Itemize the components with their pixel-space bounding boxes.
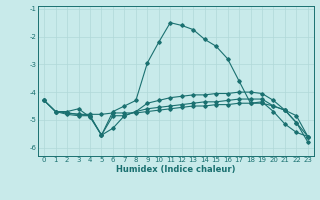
X-axis label: Humidex (Indice chaleur): Humidex (Indice chaleur) <box>116 165 236 174</box>
